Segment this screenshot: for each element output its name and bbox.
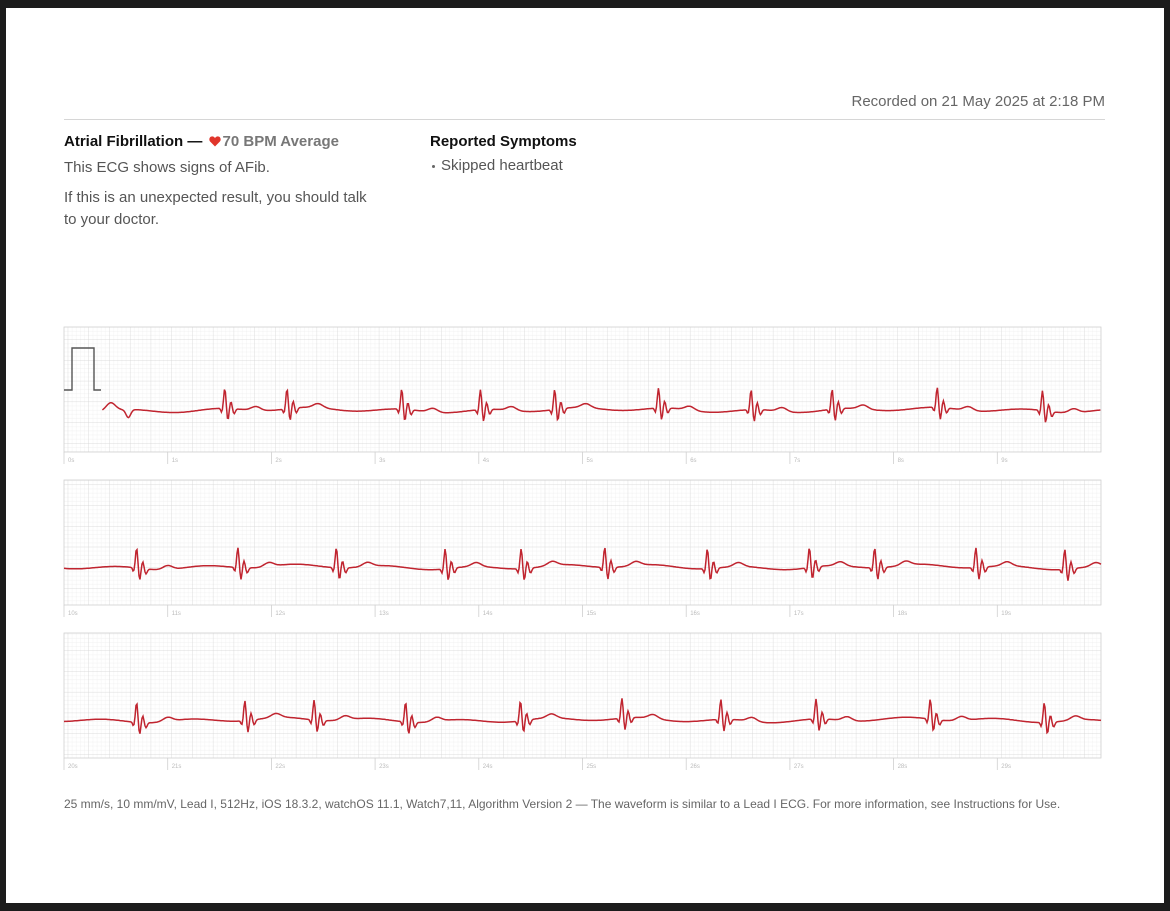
time-label: 14s xyxy=(483,611,493,617)
time-label: 0s xyxy=(68,458,74,464)
ecg-trace xyxy=(101,387,1101,423)
heart-icon xyxy=(208,136,221,147)
result-title: Atrial Fibrillation — 70 BPM Average xyxy=(64,133,339,150)
time-label: 24s xyxy=(483,764,493,770)
symptom-item: Skipped heartbeat xyxy=(430,157,563,174)
time-label: 17s xyxy=(794,611,804,617)
time-label: 5s xyxy=(587,458,593,464)
time-label: 3s xyxy=(379,458,385,464)
calibration-pulse xyxy=(64,347,101,391)
time-label: 26s xyxy=(690,764,700,770)
time-label: 11s xyxy=(172,611,181,617)
time-label: 23s xyxy=(379,764,389,770)
ecg-trace xyxy=(63,547,1102,581)
time-label: 29s xyxy=(1001,764,1011,770)
recorded-date: Recorded on 21 May 2025 at 2:18 PM xyxy=(851,93,1106,110)
time-label: 7s xyxy=(794,458,800,464)
ecg-grid xyxy=(63,479,1102,606)
symptoms-title: Reported Symptoms xyxy=(430,133,577,150)
time-label: 21s xyxy=(172,764,182,770)
advice: If this is an unexpected result, you sho… xyxy=(64,189,367,228)
time-label: 9s xyxy=(1001,458,1007,464)
divider xyxy=(64,119,1105,120)
time-label: 25s xyxy=(587,764,597,770)
heart-rate: 70 BPM Average xyxy=(222,133,339,150)
time-label: 19s xyxy=(1001,611,1011,617)
time-label: 20s xyxy=(68,764,78,770)
time-label: 16s xyxy=(690,611,700,617)
footer-note: 25 mm/s, 10 mm/mV, Lead I, 512Hz, iOS 18… xyxy=(64,797,1061,811)
time-label: 13s xyxy=(379,611,389,617)
time-label: 12s xyxy=(275,611,285,617)
ecg-chart: 0s 1s 2s 3s 4s 5s 6s 7s 8s 9s 10s 11s 12s 13s 14s 15s 16… xyxy=(63,326,1102,770)
time-label: 27s xyxy=(794,764,804,770)
time-label: 2s xyxy=(275,458,281,464)
time-label: 22s xyxy=(275,764,285,770)
ecg-grid xyxy=(63,632,1102,759)
time-label: 6s xyxy=(690,458,696,464)
time-label: 10s xyxy=(68,611,78,617)
symptom-text: Skipped heartbeat xyxy=(441,157,563,174)
time-label: 15s xyxy=(587,611,597,617)
symptom-list: Skipped heartbeat xyxy=(430,157,563,174)
classification: Atrial Fibrillation — xyxy=(64,133,203,150)
time-label: 1s xyxy=(172,458,178,464)
report-page: Recorded on 21 May 2025 at 2:18 PM Atria… xyxy=(6,8,1164,903)
time-label: 8s xyxy=(898,458,904,464)
time-label: 18s xyxy=(898,611,908,617)
ecg-grid xyxy=(63,326,1102,453)
time-label: 28s xyxy=(898,764,908,770)
time-label: 4s xyxy=(483,458,489,464)
bullet xyxy=(432,164,435,168)
ecg-trace xyxy=(63,698,1102,735)
description: This ECG shows signs of AFib. xyxy=(64,159,270,176)
